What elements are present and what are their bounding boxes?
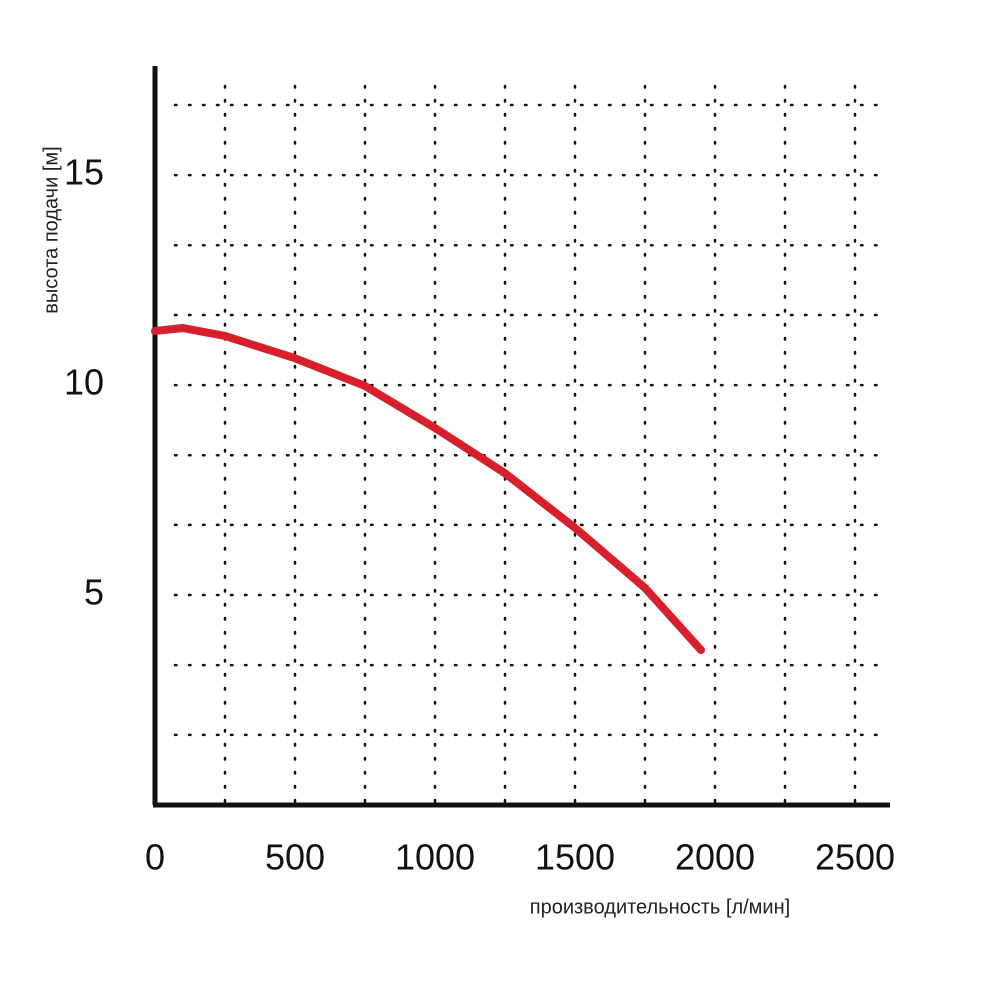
x-tick-label: 1500 (535, 837, 615, 878)
y-axis-title: высота подачи [м] (40, 146, 62, 313)
x-tick-label: 2000 (675, 837, 755, 878)
y-tick-label: 10 (64, 362, 104, 403)
x-tick-label: 1000 (395, 837, 475, 878)
x-tick-label: 0 (145, 837, 165, 878)
y-tick-label: 15 (64, 152, 104, 193)
x-tick-label: 500 (265, 837, 325, 878)
x-tick-label: 2500 (815, 837, 895, 878)
y-tick-label: 5 (84, 572, 104, 613)
x-axis-title: производительность [л/мин] (530, 896, 790, 918)
line-series (151, 324, 705, 655)
